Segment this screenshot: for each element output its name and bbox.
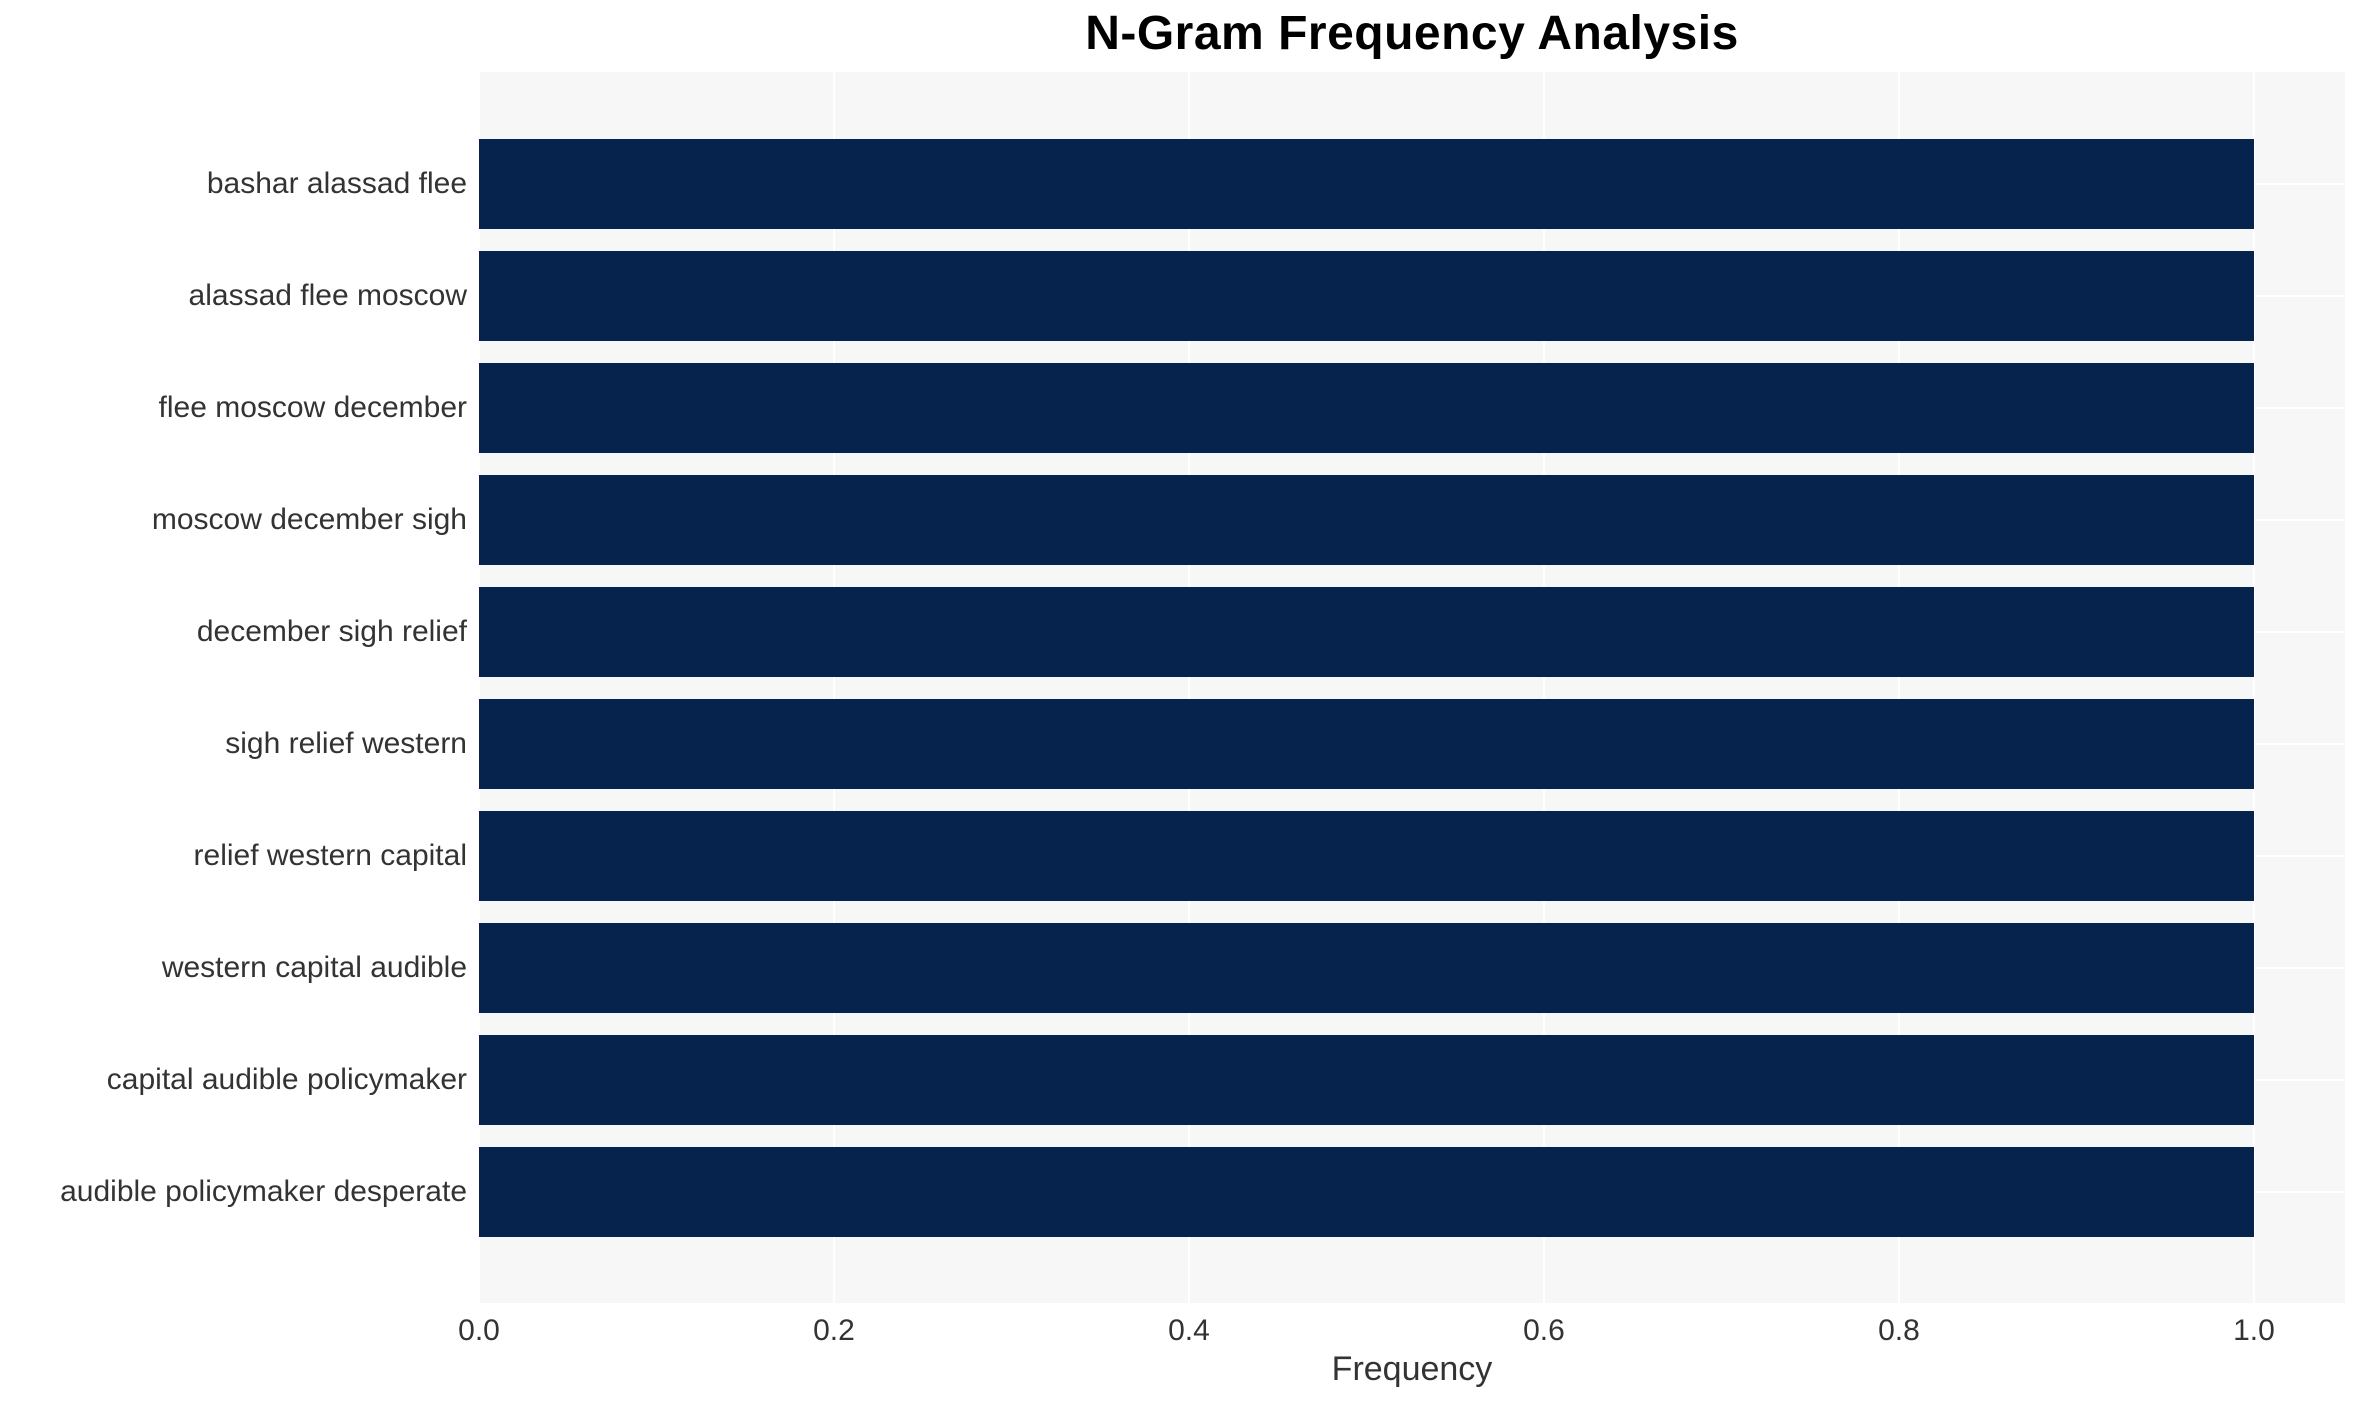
frequency-bar — [479, 811, 2254, 901]
y-tick-label: flee moscow december — [158, 391, 467, 424]
vertical-gridline — [1897, 72, 1900, 1303]
frequency-bar — [479, 139, 2254, 229]
x-tick-label: 0.2 — [813, 1314, 855, 1347]
bar-row: flee moscow december — [159, 352, 2345, 464]
x-tick-label: 0.6 — [1523, 1314, 1565, 1347]
gridlines-container — [478, 72, 2345, 1303]
bar-row: bashar alassad flee — [207, 128, 2345, 240]
y-tick-label: audible policymaker desperate — [60, 1175, 467, 1208]
y-tick-label: relief western capital — [193, 839, 467, 872]
bars-container: bashar alassad flee alassad flee moscow … — [60, 72, 2345, 1303]
bar-row: relief western capital — [194, 800, 2345, 912]
x-tick-label: 0.4 — [1168, 1314, 1210, 1347]
y-tick-label: moscow december sigh — [151, 503, 467, 536]
frequency-bar — [479, 363, 2254, 453]
bar-row: december sigh relief — [197, 576, 2345, 688]
vertical-gridline — [478, 72, 480, 1303]
vertical-gridline — [1542, 72, 1545, 1303]
frequency-bar — [479, 1147, 2254, 1237]
y-tick-label: december sigh relief — [196, 615, 467, 648]
frequency-bar — [479, 587, 2254, 677]
bar-row: audible policymaker desperate — [60, 1136, 2345, 1248]
frequency-bar — [479, 251, 2254, 341]
bar-row: alassad flee moscow — [189, 240, 2345, 352]
frequency-bar — [479, 699, 2254, 789]
y-tick-label: sigh relief western — [225, 727, 467, 760]
frequency-bar — [479, 475, 2254, 565]
y-tick-label: western capital audible — [161, 951, 467, 984]
bar-row: western capital audible — [162, 912, 2345, 1024]
x-tick-label: 0.0 — [458, 1314, 500, 1347]
y-tick-label: alassad flee moscow — [188, 279, 467, 312]
x-tick-label: 0.8 — [1878, 1314, 1920, 1347]
bar-row: capital audible policymaker — [107, 1024, 2345, 1136]
y-tick-label: bashar alassad flee — [206, 167, 467, 200]
plot-area: bashar alassad flee alassad flee moscow … — [60, 72, 2345, 1303]
vertical-gridline — [1187, 72, 1190, 1303]
y-tick-label: capital audible policymaker — [106, 1063, 467, 1096]
x-axis-ticks: 0.0 0.2 0.4 0.6 0.8 1.0 — [458, 1314, 2345, 1352]
x-axis-label: Frequency — [1331, 1350, 1493, 1388]
frequency-bar — [479, 1035, 2254, 1125]
bar-row: sigh relief western — [225, 688, 2345, 800]
chart-title: N-Gram Frequency Analysis — [1085, 7, 1739, 60]
frequency-bar — [479, 923, 2254, 1013]
vertical-gridline — [832, 72, 835, 1303]
vertical-gridline — [2252, 72, 2255, 1303]
x-tick-label: 1.0 — [2233, 1314, 2275, 1347]
bar-row: moscow december sigh — [152, 464, 2345, 576]
